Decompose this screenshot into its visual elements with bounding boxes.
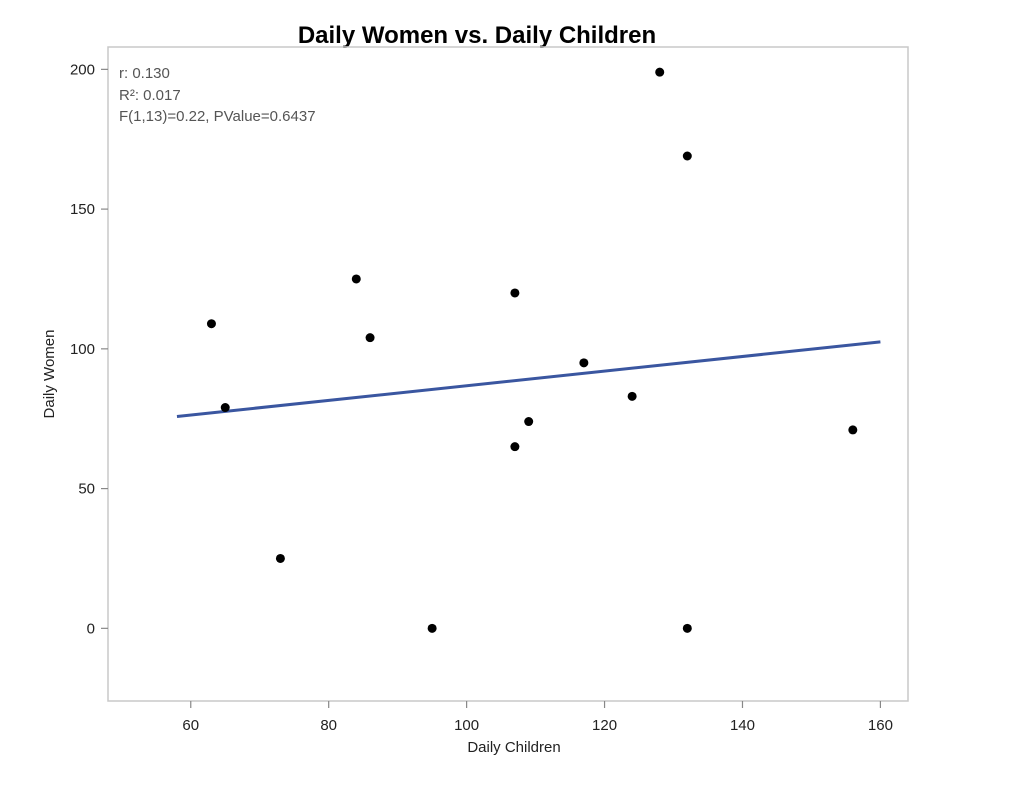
regression-line-group xyxy=(176,340,881,418)
y-tick-label: 200 xyxy=(70,61,95,78)
y-axis: 0 50 100 150 200 xyxy=(70,61,108,637)
x-tick-label: 80 xyxy=(320,717,337,734)
y-axis-label: Daily Women xyxy=(41,330,58,419)
y-tick-label: 50 xyxy=(78,481,95,498)
regression-line xyxy=(176,340,881,418)
x-tick-label: 100 xyxy=(454,717,479,734)
data-point xyxy=(275,553,285,563)
plot-frame xyxy=(107,46,909,702)
data-point xyxy=(655,67,665,77)
y-tick-label: 100 xyxy=(70,341,95,358)
data-point xyxy=(510,288,520,298)
x-tick-label: 160 xyxy=(868,717,893,734)
data-point xyxy=(365,333,375,343)
data-point xyxy=(510,442,520,452)
x-axis: 60 80 100 120 140 160 xyxy=(182,701,893,734)
data-points xyxy=(206,67,858,633)
data-point xyxy=(579,358,589,368)
data-point xyxy=(682,151,692,161)
x-axis-label: Daily Children xyxy=(467,739,560,756)
data-point xyxy=(351,274,361,284)
stat-r-squared: R²: 0.017 xyxy=(119,87,181,104)
data-point xyxy=(848,425,858,435)
data-point xyxy=(627,391,637,401)
data-point xyxy=(524,417,534,427)
x-tick-label: 140 xyxy=(730,717,755,734)
stat-r: r: 0.130 xyxy=(119,65,170,82)
y-tick-label: 0 xyxy=(87,620,95,637)
x-tick-label: 60 xyxy=(182,717,199,734)
y-tick-label: 150 xyxy=(70,201,95,218)
data-point xyxy=(427,623,437,633)
stat-f-test: F(1,13)=0.22, PValue=0.6437 xyxy=(119,108,316,125)
data-point xyxy=(682,623,692,633)
chart-title: Daily Women vs. Daily Children xyxy=(298,22,656,49)
data-point xyxy=(206,319,216,329)
data-point xyxy=(220,403,230,413)
stats-annotation: r: 0.130 R²: 0.017 F(1,13)=0.22, PValue=… xyxy=(119,65,316,125)
x-tick-label: 120 xyxy=(592,717,617,734)
